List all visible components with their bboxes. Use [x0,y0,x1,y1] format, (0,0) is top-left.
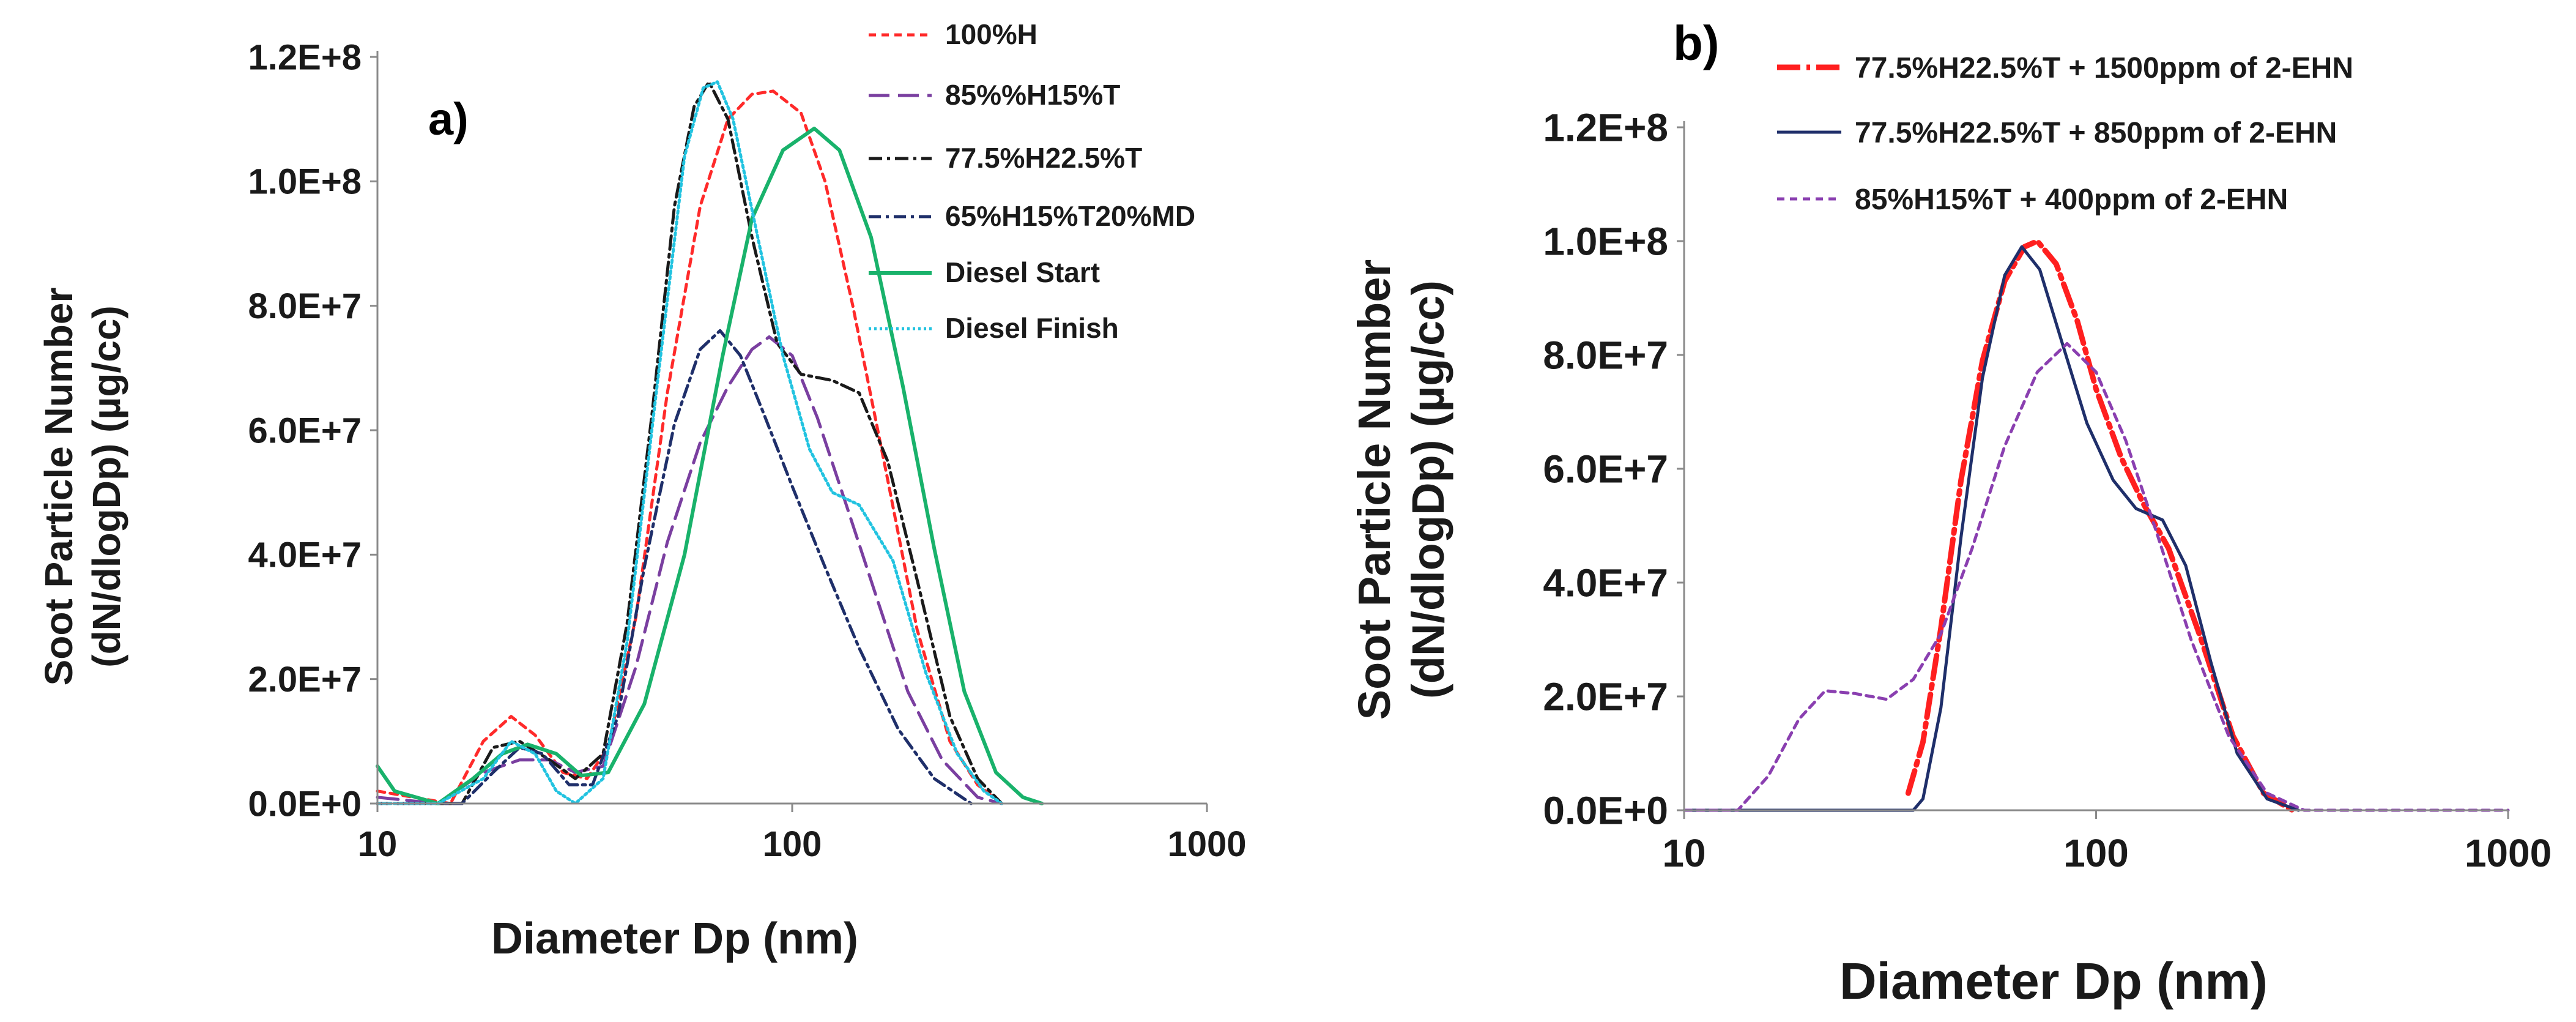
x-tick-label: 10 [1662,831,1706,875]
x-tick-label: 1000 [1167,824,1246,864]
y-tick-label: 6.0E+7 [1543,447,1668,491]
series-line [376,80,1003,805]
panel-b-ylabel-line1: Soot Particle Number [1349,259,1400,720]
series-line [1905,238,2296,813]
series-line [376,80,1003,805]
legend-label: 85%H15%T + 400ppm of 2-EHN [1855,184,2288,216]
legend-label: 100%H [945,18,1037,50]
x-tick-label: 1000 [2465,831,2552,875]
legend-item: 77.5%H22.5%T [869,142,1142,174]
series-line [376,335,1003,805]
y-tick-label: 4.0E+7 [1543,561,1668,605]
panel-b-y-axis-title: Soot Particle Number (dN/dlogDp) (µg/cc) [1349,259,1453,720]
y-tick-label: 0.0E+0 [1543,788,1668,832]
y-tick-label: 0.0E+0 [248,784,362,824]
panel-b-plot-area: 0.0E+0 2.0E+7 4.0E+7 6.0E+7 8.0E+7 1.0E+8 1.2E… [1543,105,2552,875]
legend-label: 85%%H15%T [945,79,1120,111]
legend-label: Diesel Start [945,256,1100,288]
y-tick-label: 1.2E+8 [1543,105,1668,149]
y-tick-label: 1.0E+8 [248,162,362,202]
x-tick-label: 100 [2063,831,2129,875]
legend-label: Diesel Finish [945,312,1119,344]
legend-item: 85%H15%T + 400ppm of 2-EHN [1777,184,2288,216]
legend-item: Diesel Finish [869,312,1119,344]
x-tick-label: 10 [358,824,398,864]
y-tick-label: 1.2E+8 [248,37,362,77]
series-line [1682,341,2510,812]
panel-b-ylabel-line2: (dN/dlogDp) (µg/cc) [1403,280,1453,699]
x-tick-label: 100 [763,824,822,864]
y-tick-label: 2.0E+7 [1543,674,1668,718]
panel-a: Soot Particle Number (dN/dlogDp) (µg/cc)… [37,18,1247,963]
y-tick-label: 1.0E+8 [1543,219,1668,263]
y-tick-label: 4.0E+7 [248,535,362,575]
panel-a-plot-area: 0.0E+0 2.0E+7 4.0E+7 6.0E+7 8.0E+7 1.0E+8 1.2E… [248,37,1247,864]
series-line [376,329,973,805]
panel-a-label: a) [428,94,469,144]
legend-item: 77.5%H22.5%T + 850ppm of 2-EHN [1777,117,2337,149]
legend-label: 77.5%H22.5%T + 1500ppm of 2-EHN [1855,52,2353,84]
y-tick-label: 6.0E+7 [248,411,362,450]
panel-b-label: b) [1673,16,1720,70]
legend-item: 77.5%H22.5%T + 1500ppm of 2-EHN [1777,52,2353,84]
legend-item: 65%H15%T20%MD [869,200,1195,232]
panel-a-ylabel-line2: (dN/dlogDp) (µg/cc) [84,305,128,667]
legend-item: Diesel Start [869,256,1100,288]
panel-a-xlabel: Diameter Dp (nm) [491,914,858,963]
panel-b-legend: 77.5%H22.5%T + 1500ppm of 2-EHN 77.5%H22… [1777,52,2353,216]
y-tick-label: 2.0E+7 [248,660,362,699]
series-line [376,126,1044,805]
series-line [1682,245,2300,812]
legend-label: 77.5%H22.5%T + 850ppm of 2-EHN [1855,117,2337,149]
y-tick-label: 8.0E+7 [248,286,362,326]
legend-item: 85%%H15%T [869,79,1120,111]
panel-b-xlabel: Diameter Dp (nm) [1839,952,2268,1010]
panel-a-y-axis-title: Soot Particle Number (dN/dlogDp) (µg/cc) [37,288,128,686]
series-line [376,89,1003,805]
panel-b: Soot Particle Number (dN/dlogDp) (µg/cc)… [1349,16,2552,1010]
panel-a-ylabel-line1: Soot Particle Number [37,288,81,686]
y-tick-label: 8.0E+7 [1543,333,1668,377]
legend-label: 65%H15%T20%MD [945,200,1195,232]
legend-item: 100%H [869,18,1037,50]
panel-a-legend: 100%H 85%%H15%T 77.5%H22.5%T 65%H15%T20%… [869,18,1195,344]
legend-label: 77.5%H22.5%T [945,142,1142,174]
